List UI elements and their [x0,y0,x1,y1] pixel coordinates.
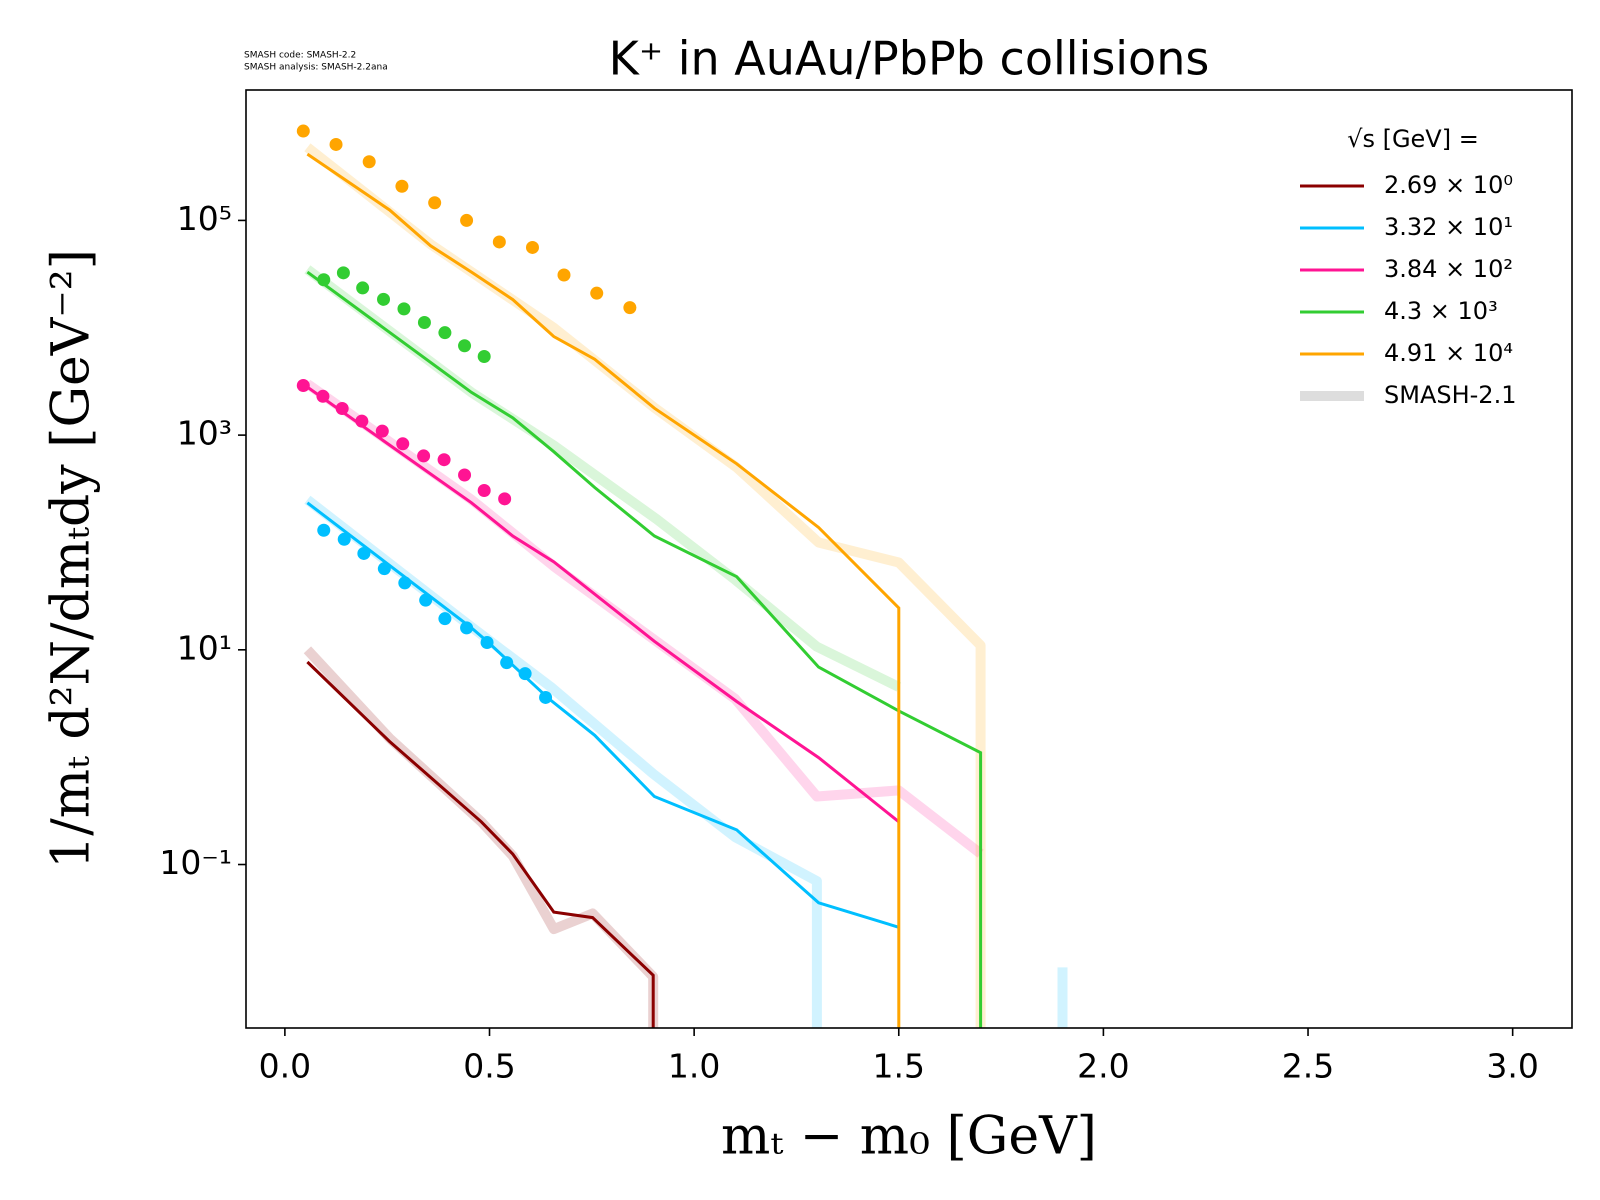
data-point [396,437,410,451]
data-point [458,468,472,482]
legend-label: 3.84 × 10² [1384,255,1513,283]
data-point [438,326,452,340]
x-tick-label: 1.5 [873,1047,925,1086]
y-tick-label: 10³ [177,414,232,453]
legend-label: 3.32 × 10¹ [1384,213,1513,241]
series-line [306,270,983,1028]
y-tick-label: 10⁻¹ [159,843,232,882]
data-point [329,137,343,151]
x-tick-label: 3.0 [1486,1047,1538,1086]
data-point [375,424,389,438]
legend-label: SMASH-2.1 [1384,381,1516,409]
data-point [437,453,451,467]
legend-label: 4.3 × 10³ [1384,297,1498,325]
data-point [480,635,494,649]
data-point [500,656,514,670]
data-point [419,593,433,607]
data-point [337,532,351,546]
data-point [460,621,474,635]
watermark: SMASH analysis: SMASH-2.2ana [244,63,388,73]
data-point [397,302,411,316]
series-line [306,660,655,1028]
x-tick-label: 0.0 [259,1047,311,1086]
data-point [525,240,539,254]
data-point [296,378,310,392]
series-line [306,501,900,929]
data-point [317,273,331,287]
data-point [539,690,553,704]
legend-title: √s [GeV] = [1347,125,1479,153]
data-point [356,281,370,295]
data-point [623,301,637,315]
data-point [428,196,442,210]
data-point [492,235,506,249]
x-tick-label: 2.0 [1077,1047,1129,1086]
data-point [590,286,604,300]
x-tick-label: 2.5 [1282,1047,1334,1086]
x-axis-label: mₜ − m₀ [GeV] [721,1107,1097,1167]
plot-area [296,124,1068,1028]
data-point [296,124,310,138]
data-point [460,213,474,227]
data-point [438,612,452,626]
axes-frame [245,89,1573,1029]
data-point [377,292,391,306]
data-point [395,179,409,193]
data-point [362,155,376,169]
x-tick-label: 1.0 [668,1047,720,1086]
data-point [557,268,571,282]
data-point [498,492,512,506]
x-tick-label: 0.5 [463,1047,515,1086]
data-point [377,562,391,576]
data-point [335,401,349,415]
data-point [317,523,331,537]
chart-title: K⁺ in AuAu/PbPb collisions [609,32,1210,86]
series-line [306,385,900,823]
data-point [417,315,431,329]
legend-label: 4.91 × 10⁴ [1384,339,1513,367]
data-point [458,339,472,353]
data-point [477,483,491,497]
y-axis-label: 1/mₜ d²N/dmₜdy [GeV⁻²] [42,249,102,869]
data-point [518,667,532,681]
data-point [417,449,431,463]
watermark: SMASH code: SMASH-2.2 [244,51,356,61]
y-tick-label: 10¹ [177,628,232,667]
data-point [398,576,412,590]
data-point [357,546,371,560]
series-line [306,152,901,1028]
data-point [316,389,330,403]
data-point [477,349,491,363]
data-point [336,266,350,280]
y-tick-label: 10⁵ [177,199,232,238]
legend-label: 2.69 × 10⁰ [1384,171,1513,199]
data-point [355,414,369,428]
